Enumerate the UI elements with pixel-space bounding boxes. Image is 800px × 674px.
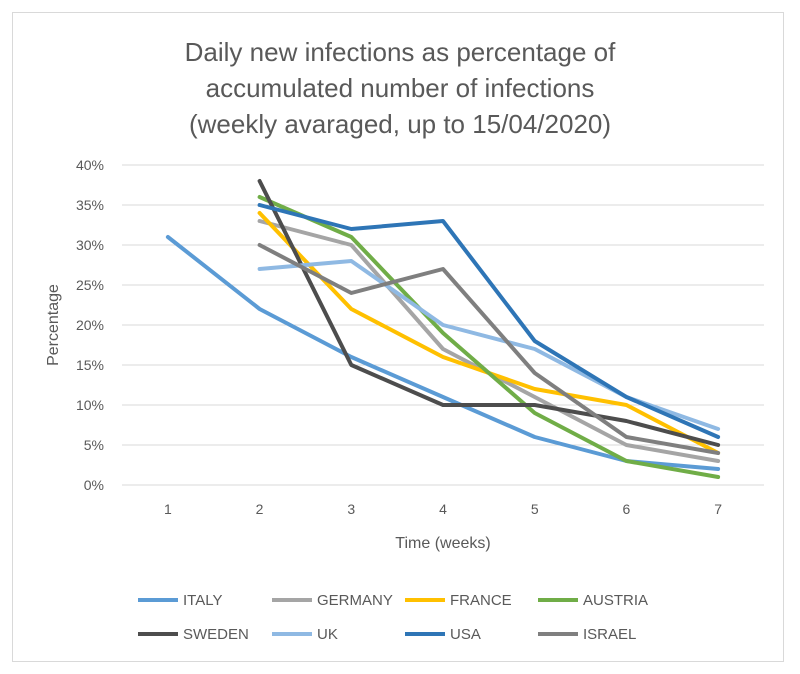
legend: ITALY GERMANY FRANCE AUSTRIA SWEDEN UK USA ISRA… — [138, 592, 648, 643]
legend-item-sweden: SWEDEN — [138, 626, 249, 643]
legend-item-israel: ISRAEL — [538, 626, 636, 643]
x-tick-label: 7 — [714, 501, 722, 517]
legend-item-austria: AUSTRIA — [538, 592, 648, 609]
x-tick-label: 5 — [531, 501, 539, 517]
x-axis-label: Time (weeks) — [395, 535, 490, 552]
legend-label: AUSTRIA — [583, 592, 648, 609]
legend-item-france: FRANCE — [405, 592, 512, 609]
y-tick-label: 35% — [76, 197, 104, 213]
chart-title: Daily new infections as percentage of ac… — [0, 34, 800, 142]
x-tick-labels: 1 2 3 4 5 6 7 — [164, 501, 722, 517]
legend-label: USA — [450, 626, 481, 643]
chart-title-line-3: (weekly avaraged, up to 15/04/2020) — [188, 109, 612, 139]
chart-title-line-1: Daily new infections as percentage of — [184, 37, 616, 67]
chart-title-line-2: accumulated number of infections — [205, 73, 595, 103]
legend-label: ISRAEL — [583, 626, 636, 643]
legend-item-italy: ITALY — [138, 592, 222, 609]
x-tick-label: 6 — [623, 501, 631, 517]
y-tick-labels: 0% 5% 10% 15% 20% 25% 30% 35% 40% — [76, 157, 104, 493]
x-tick-label: 4 — [439, 501, 447, 517]
y-tick-label: 40% — [76, 157, 104, 173]
series-line-austria — [257, 195, 721, 479]
x-tick-label: 2 — [256, 501, 264, 517]
legend-item-uk: UK — [272, 626, 338, 643]
legend-item-usa: USA — [405, 626, 481, 643]
y-tick-label: 5% — [84, 437, 104, 453]
series-line-usa — [257, 203, 721, 439]
gridlines — [122, 164, 764, 486]
y-tick-label: 25% — [76, 277, 104, 293]
series-line-israel — [257, 243, 721, 455]
y-tick-label: 20% — [76, 317, 104, 333]
legend-label: FRANCE — [450, 592, 512, 609]
legend-item-germany: GERMANY — [272, 592, 393, 609]
y-tick-label: 15% — [76, 357, 104, 373]
x-tick-label: 1 — [164, 501, 172, 517]
y-tick-label: 30% — [76, 237, 104, 253]
series-lines — [165, 179, 721, 479]
x-tick-label: 3 — [347, 501, 355, 517]
legend-label: ITALY — [183, 592, 222, 609]
y-tick-label: 10% — [76, 397, 104, 413]
series-line-sweden — [257, 179, 721, 447]
legend-label: SWEDEN — [183, 626, 249, 643]
legend-label: GERMANY — [317, 592, 393, 609]
y-axis-label: Percentage — [45, 284, 62, 366]
legend-label: UK — [317, 626, 338, 643]
chart-frame — [12, 12, 784, 662]
y-tick-label: 0% — [84, 477, 104, 493]
